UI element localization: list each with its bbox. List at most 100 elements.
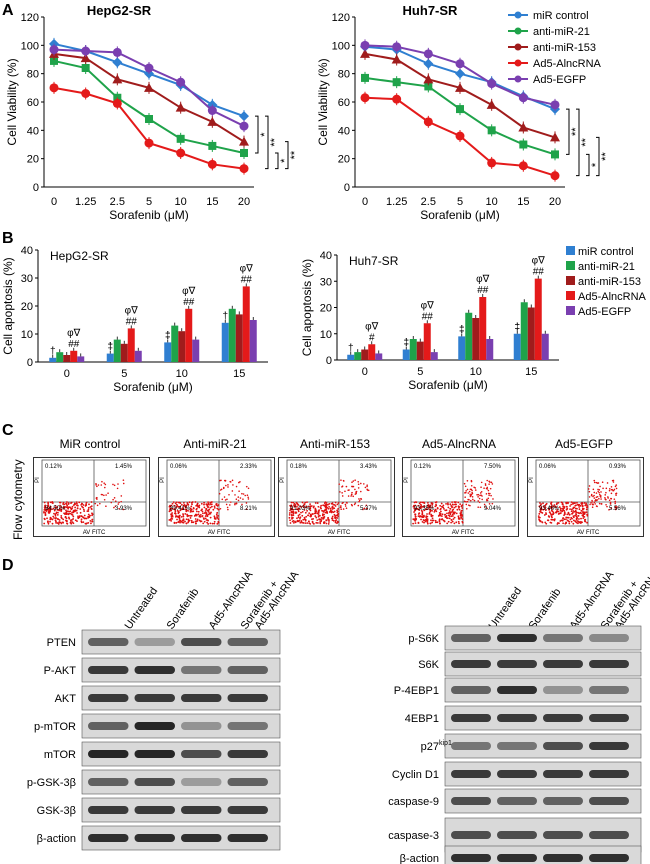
event-dot xyxy=(468,490,471,493)
event-dot xyxy=(327,518,329,520)
blot-label: P-AKT xyxy=(44,665,77,677)
data-point xyxy=(176,134,185,143)
band xyxy=(497,634,537,642)
event-dot xyxy=(112,498,114,501)
event-dot xyxy=(322,521,325,524)
event-dot xyxy=(239,497,242,499)
annotation-label: φ∇ xyxy=(182,286,195,297)
event-dot xyxy=(192,521,195,524)
event-dot xyxy=(213,520,216,523)
event-dot xyxy=(458,505,461,508)
event-dot xyxy=(593,501,596,504)
event-dot xyxy=(335,514,338,517)
legend-b-item-2: anti-miR-153 xyxy=(578,276,641,288)
event-dot xyxy=(185,522,188,525)
band xyxy=(227,638,268,646)
event-dot xyxy=(576,503,579,506)
blot-label: PTEN xyxy=(47,637,76,649)
data-point xyxy=(392,94,402,104)
data-point xyxy=(423,49,433,59)
legend-a-marker xyxy=(514,75,522,83)
event-dot xyxy=(580,517,582,520)
event-dot xyxy=(585,511,588,514)
event-dot xyxy=(103,482,105,484)
event-dot xyxy=(91,512,93,515)
blot-label: P-4EBP1 xyxy=(394,685,439,697)
event-dot xyxy=(208,508,211,511)
y-tick-label: 20 xyxy=(27,154,39,166)
event-dot xyxy=(122,508,125,511)
bar xyxy=(49,357,57,362)
event-dot xyxy=(364,486,367,489)
event-dot xyxy=(585,508,588,511)
bar xyxy=(423,323,431,360)
event-dot xyxy=(180,515,183,518)
data-point xyxy=(392,42,402,52)
event-dot xyxy=(71,505,74,508)
event-dot xyxy=(289,509,291,512)
event-dot xyxy=(118,507,121,510)
event-dot xyxy=(189,514,192,517)
event-dot xyxy=(195,508,198,511)
flow-plot: 0.18% 3.43% 91.03% 5.37% AV FITC PI xyxy=(280,459,392,536)
event-dot xyxy=(190,521,193,524)
event-dot xyxy=(488,483,490,485)
event-dot xyxy=(213,505,216,508)
band xyxy=(88,666,129,674)
event-dot xyxy=(307,514,309,517)
event-dot xyxy=(341,502,344,505)
huh7-apoptosis-chart: 0102030400#φ∇†5##φ∇‡‡10##φ∇‡‡15##φ∇‡‡Huh… xyxy=(300,250,559,392)
band xyxy=(589,770,629,778)
event-dot xyxy=(559,507,562,510)
event-dot xyxy=(332,503,335,506)
event-dot xyxy=(545,522,548,525)
event-dot xyxy=(483,487,485,489)
hepg2-viability-chart: 0 20 40 60 80 100 120 0 1.25 2.5 5 10 15 20 HepG2-SR So… xyxy=(5,3,301,222)
band xyxy=(543,854,583,862)
event-dot xyxy=(174,509,177,511)
event-dot xyxy=(296,520,299,523)
annotation-label: ‡ xyxy=(403,338,409,349)
event-dot xyxy=(311,518,313,521)
event-dot xyxy=(435,510,438,513)
event-dot xyxy=(195,522,197,525)
flow-panel: 0.06% 2.33% 89.41% 8.21% AV FITC PI xyxy=(158,457,275,537)
event-dot xyxy=(295,511,297,513)
event-dot xyxy=(570,516,573,519)
event-dot xyxy=(175,521,178,524)
event-dot xyxy=(90,507,93,510)
event-dot xyxy=(492,498,494,500)
data-point xyxy=(81,89,91,98)
event-dot xyxy=(438,520,441,523)
event-dot xyxy=(587,488,590,490)
event-dot xyxy=(196,518,199,521)
event-dot xyxy=(465,491,467,494)
event-dot xyxy=(169,507,172,510)
event-dot xyxy=(478,497,481,500)
event-dot xyxy=(331,515,334,518)
event-dot xyxy=(334,520,337,522)
event-dot xyxy=(357,504,360,507)
event-dot xyxy=(488,494,490,497)
event-dot xyxy=(297,516,300,519)
event-dot xyxy=(308,505,311,508)
annotation-label: ‡ xyxy=(459,324,465,335)
band xyxy=(543,660,583,668)
event-dot xyxy=(336,513,339,516)
event-dot xyxy=(577,514,580,517)
quadrant-percent: 3.43% xyxy=(360,464,378,470)
event-dot xyxy=(47,502,50,505)
event-dot xyxy=(591,499,593,502)
event-dot xyxy=(43,501,46,504)
band xyxy=(497,742,537,750)
y-tick-label: 40 xyxy=(27,125,39,137)
quadrant-percent: 0.12% xyxy=(45,464,63,470)
event-dot xyxy=(568,513,571,516)
band xyxy=(497,686,537,694)
event-dot xyxy=(177,512,180,515)
event-dot xyxy=(367,489,370,492)
event-dot xyxy=(452,518,455,520)
event-dot xyxy=(545,512,547,514)
event-dot xyxy=(593,497,596,499)
